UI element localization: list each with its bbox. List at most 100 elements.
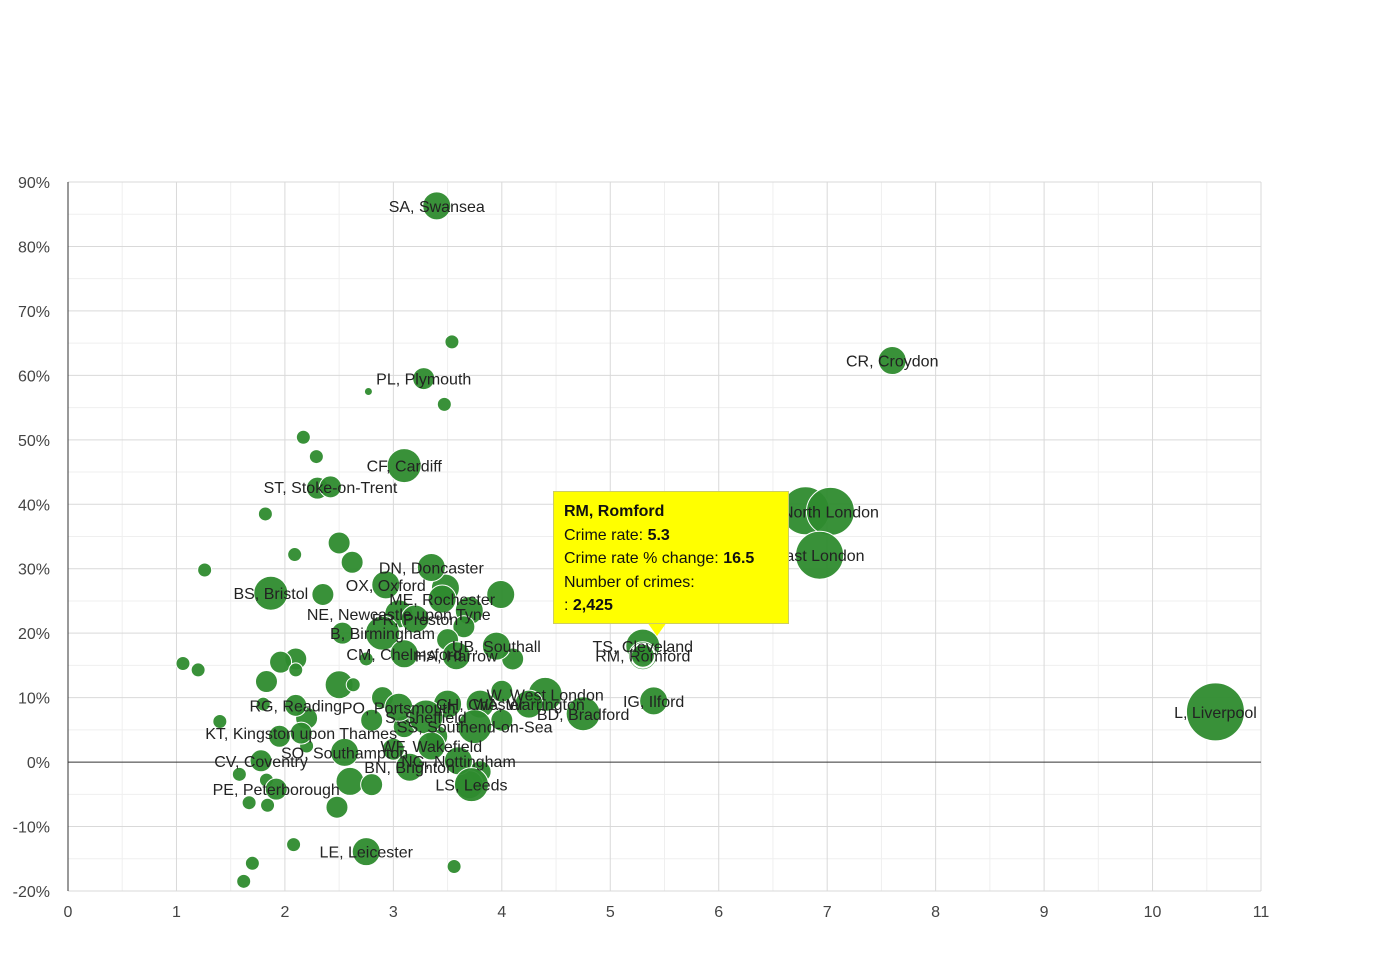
bubble <box>340 550 364 574</box>
bubble <box>360 708 384 732</box>
bubble-label-ls-leeds: LS, Leeds <box>435 778 507 795</box>
bubble-pr-preston <box>400 604 430 634</box>
bubble <box>360 773 384 797</box>
x-tick-label: 4 <box>497 904 506 921</box>
tooltip-count-row: : 2,425 <box>564 594 778 618</box>
bubble-label-po-portsmouth: PO, Portsmouth <box>342 700 456 717</box>
y-tick-label: 20% <box>18 626 50 643</box>
x-tick-label: 8 <box>931 904 940 921</box>
tooltip-romford: RM, Romford Crime rate: 5.3 Crime rate %… <box>553 491 789 624</box>
hover-ring <box>629 642 656 669</box>
x-tick-label: 1 <box>172 904 181 921</box>
x-tick-label: 0 <box>64 904 73 921</box>
bubble-l-liverpool <box>1185 682 1245 742</box>
bubble-label-le-leicester: LE, Leicester <box>320 845 414 862</box>
x-tick-label: 11 <box>1253 904 1270 921</box>
bubble-label-kt-kingston-upon-thames: KT, Kingston upon Thames <box>205 726 397 743</box>
bubble-label-dn-doncaster: DN, Doncaster <box>379 560 485 577</box>
x-tick-label: 6 <box>714 904 723 921</box>
tooltip-change-label: Crime rate % change: <box>564 550 724 567</box>
bubble <box>308 449 324 465</box>
bubble-label-cm-chelmsford: CM, Chelmsford <box>346 647 462 664</box>
grid-lines <box>67 181 1262 892</box>
bubble <box>486 580 516 610</box>
bubble-cm-chelmsford <box>389 639 419 669</box>
bubble-label-ox-oxford: OX, Oxford <box>346 578 426 595</box>
bubble <box>288 662 304 678</box>
bubble <box>241 795 257 811</box>
tooltip-change-value: 16.5 <box>723 550 755 567</box>
bubble-labels: SA, Swansea CR, Croydon PL, Plymouth CF, Ca… <box>205 199 1257 862</box>
bubble-label-pe-peterborough: PE, Peterborough <box>213 782 340 799</box>
bubble <box>381 737 405 761</box>
bubble <box>446 859 462 875</box>
bubble <box>363 386 373 396</box>
x-tick-label: 5 <box>606 904 615 921</box>
bubble-label-rg-reading: RG, Reading <box>250 698 343 715</box>
bubble <box>295 429 311 445</box>
bubble-label-sa-swansea: SA, Swansea <box>389 199 485 216</box>
bubble-bs-bristol <box>253 575 289 611</box>
bubble-label-pl-plymouth: PL, Plymouth <box>376 372 471 389</box>
bubble-east-london <box>795 530 845 580</box>
tooltip-title: RM, Romford <box>564 503 665 520</box>
y-tick-label: 80% <box>18 239 50 256</box>
bubble-ha-harrow <box>441 641 471 671</box>
bubble-label-ch-chester: CH, Chester <box>436 697 525 714</box>
bubble-dn-doncaster <box>416 552 446 582</box>
bubble-label-me-rochester: ME, Rochester <box>389 592 495 609</box>
bubble-ig-ilford <box>639 686 669 716</box>
bubble-cv-coventry <box>249 749 273 773</box>
bubble-wf-wakefield <box>416 731 446 761</box>
x-tick-label: 3 <box>389 904 398 921</box>
bubble <box>452 615 476 639</box>
y-tick-label: 60% <box>18 368 50 385</box>
bubble <box>255 696 271 712</box>
bubble-label-ha-harrow: HA, Harrow <box>415 649 498 666</box>
bubble-label-ss-southend-on-sea: SS, Southend-on-Sea <box>397 720 553 737</box>
bubble <box>190 662 206 678</box>
x-tick-label: 2 <box>280 904 289 921</box>
tooltip-rate-value: 5.3 <box>647 526 670 544</box>
bubble <box>327 531 351 555</box>
bubble <box>260 797 276 813</box>
bubble-label-bd-bradford: BD, Bradford <box>537 707 629 724</box>
tooltip-pointer <box>647 622 667 636</box>
bubble <box>254 670 278 694</box>
bubble-ub-southall <box>481 631 511 661</box>
bubble-le-leicester <box>351 837 381 867</box>
bubble-so-southampton <box>330 737 360 767</box>
bubble <box>269 650 293 674</box>
bubble-pe-peterborough <box>264 777 288 801</box>
bubble-label-east-london: East London <box>775 548 865 565</box>
y-tick-label: 0% <box>27 755 50 772</box>
tooltip-count-label: Number of crimes: <box>564 573 695 591</box>
bubble-ls-leeds <box>453 767 489 803</box>
axis-tick-labels: 0 1 2 3 4 5 6 7 8 9 10 11 -20% -10% 0% 10% 20% 30% 40% 50% 6… <box>13 175 1270 921</box>
bubble <box>330 621 354 645</box>
bubble <box>257 506 273 522</box>
bubble-label-cf-cardiff: CF, Cardiff <box>367 459 443 476</box>
bubble-wa-warrington <box>514 689 544 719</box>
bubble-rg-reading <box>284 693 308 717</box>
bubble <box>358 651 374 667</box>
bubble-bn-brighton <box>395 752 425 782</box>
bubble <box>236 873 252 889</box>
bubble-label-ng-nottingham: NG, Nottingham <box>401 754 516 771</box>
bubble-ox-oxford <box>371 570 401 600</box>
bubble-bd-bradford <box>565 696 601 732</box>
bubble-sa-swansea <box>422 191 452 221</box>
y-tick-label: 70% <box>18 304 50 321</box>
bubble <box>335 766 365 796</box>
tooltip-count-prefix: : <box>564 597 573 614</box>
bubble <box>311 583 335 607</box>
bubble <box>286 837 302 853</box>
bubble-label-l-liverpool: L, Liverpool <box>1174 705 1257 722</box>
bubble-label-north-london: North London <box>782 504 879 521</box>
bubble-me-rochester <box>427 584 457 614</box>
bubble-pl-plymouth <box>412 367 436 391</box>
bubble-label-cr-croydon: CR, Croydon <box>846 354 938 371</box>
bubble-label-ig-ilford: IG, Ilford <box>623 694 684 711</box>
bubble-label-rm-romford: RM, Romford <box>595 649 690 666</box>
bubble-rm-romford <box>628 641 658 671</box>
